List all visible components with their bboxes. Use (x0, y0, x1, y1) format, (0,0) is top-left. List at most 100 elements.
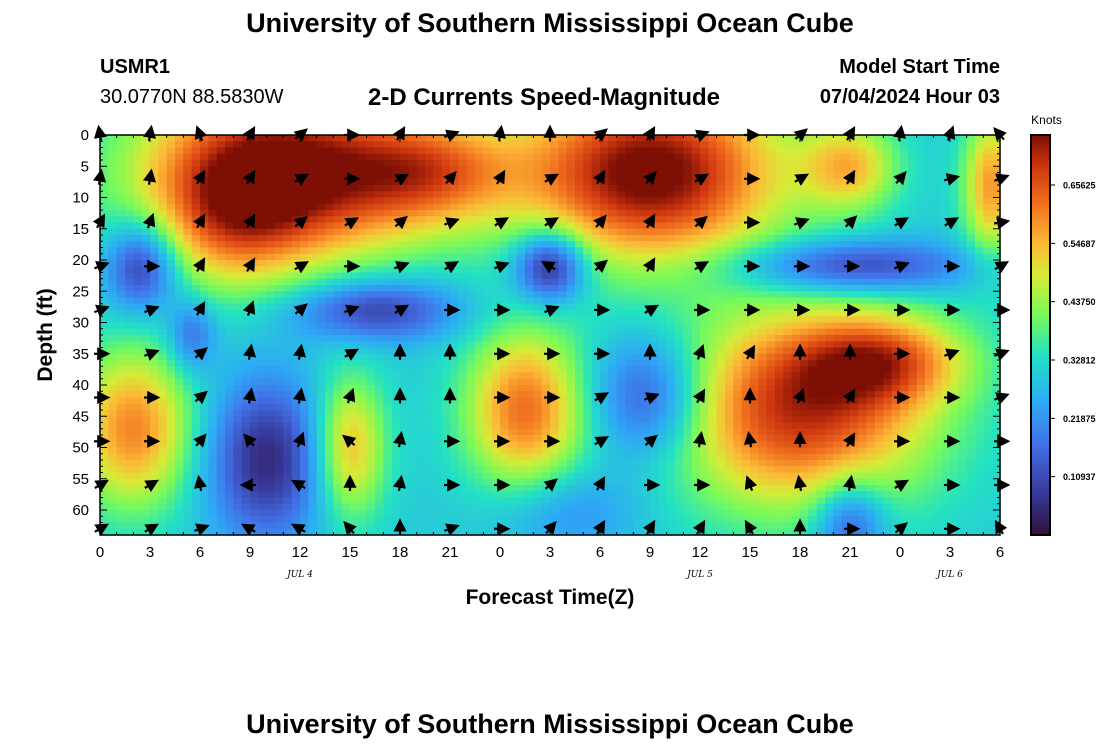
heatmap-cell (308, 285, 318, 292)
heatmap-cell (833, 210, 843, 217)
heatmap-cell (633, 391, 643, 399)
heatmap-cell (700, 166, 709, 174)
heatmap-cell (391, 228, 401, 236)
heatmap-cell (325, 160, 334, 167)
heatmap-cell (883, 328, 893, 336)
heatmap-cell (266, 166, 276, 174)
heatmap-cell (558, 297, 568, 305)
heatmap-cell (991, 285, 1001, 292)
heatmap-cell (525, 266, 534, 274)
heatmap-cell (216, 391, 226, 399)
heatmap-cell (275, 210, 284, 217)
heatmap-cell (758, 272, 768, 280)
heatmap-cell (350, 153, 359, 161)
heatmap-cell (683, 172, 693, 180)
heatmap-cell (566, 291, 576, 299)
heatmap-cell (966, 228, 976, 236)
heatmap-cell (700, 153, 709, 161)
heatmap-cell (583, 347, 593, 355)
heatmap-cell (758, 241, 768, 249)
heatmap-cell (233, 378, 243, 386)
heatmap-cell (858, 316, 868, 324)
heatmap-cell (675, 253, 684, 261)
heatmap-cell (283, 403, 293, 411)
heatmap-cell (166, 403, 176, 411)
heatmap-cell (791, 360, 801, 367)
heatmap-cell (183, 372, 193, 380)
heatmap-cell (941, 166, 951, 174)
heatmap-cell (216, 297, 226, 305)
heatmap-cell (166, 366, 176, 374)
heatmap-cell (916, 172, 926, 180)
heatmap-cell (150, 366, 159, 374)
heatmap-cell (133, 291, 143, 299)
heatmap-cell (525, 366, 534, 374)
heatmap-cell (875, 347, 884, 355)
heatmap-cell (883, 378, 893, 386)
heatmap-cell (175, 410, 184, 417)
heatmap-cell (850, 341, 859, 349)
heatmap-cell (333, 222, 343, 230)
heatmap-cell (425, 360, 434, 367)
heatmap-cell (550, 185, 559, 192)
heatmap-cell (883, 297, 893, 305)
heatmap-cell (716, 147, 726, 155)
heatmap-cell (666, 178, 676, 186)
heatmap-cell (200, 266, 209, 274)
heatmap-cell (383, 172, 393, 180)
heatmap-cell (433, 210, 443, 217)
heatmap-cell (733, 310, 743, 317)
heatmap-cell (516, 397, 526, 405)
heatmap-cell (916, 166, 926, 174)
heatmap-cell (233, 278, 243, 286)
heatmap-cell (866, 360, 876, 367)
heatmap-cell (100, 366, 109, 374)
heatmap-cell (933, 160, 943, 167)
heatmap-cell (133, 260, 143, 267)
heatmap-cell (775, 135, 784, 142)
heatmap-cell (258, 185, 268, 192)
heatmap-cell (116, 260, 126, 267)
heatmap-cell (925, 266, 934, 274)
heatmap-cell (725, 328, 734, 336)
heatmap-cell (316, 335, 326, 342)
heatmap-cell (350, 360, 359, 367)
heatmap-cell (800, 322, 809, 330)
heatmap-cell (916, 203, 926, 211)
heatmap-cell (508, 210, 518, 217)
heatmap-cell (375, 153, 384, 161)
heatmap-cell (433, 266, 443, 274)
heatmap-cell (583, 297, 593, 305)
heatmap-cell (758, 147, 768, 155)
heatmap-cell (475, 335, 484, 342)
heatmap-cell (633, 378, 643, 386)
heatmap-cell (925, 385, 934, 392)
heatmap-cell (558, 347, 568, 355)
heatmap-cell (883, 353, 893, 361)
heatmap-cell (241, 278, 251, 286)
heatmap-cell (208, 153, 218, 161)
heatmap-cell (958, 328, 968, 336)
heatmap-cell (425, 160, 434, 167)
heatmap-cell (125, 297, 134, 305)
heatmap-cell (516, 291, 526, 299)
heatmap-cell (500, 191, 509, 199)
heatmap-cell (225, 160, 234, 167)
heatmap-cell (300, 353, 309, 361)
heatmap-cell (800, 341, 809, 349)
heatmap-cell (366, 241, 376, 249)
heatmap-cell (483, 366, 493, 374)
heatmap-cell (625, 410, 634, 417)
heatmap-cell (758, 297, 768, 305)
heatmap-cell (275, 166, 284, 174)
heatmap-cell (591, 197, 601, 205)
heatmap-cell (333, 372, 343, 380)
heatmap-cell (591, 147, 601, 155)
heatmap-cell (791, 353, 801, 361)
heatmap-cell (491, 328, 501, 336)
heatmap-cell (925, 360, 934, 367)
heatmap-cell (341, 335, 351, 342)
heatmap-cell (533, 166, 543, 174)
heatmap-cell (216, 341, 226, 349)
heatmap-cell (475, 241, 484, 249)
